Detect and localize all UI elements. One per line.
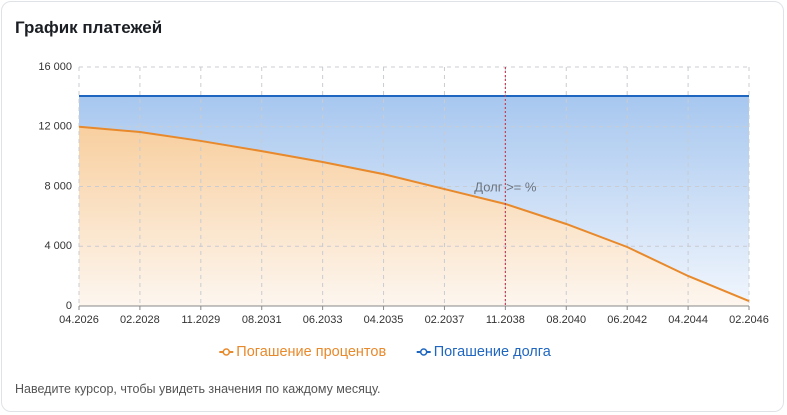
annotation-label: Долг >= % [474, 179, 537, 194]
x-tick-label: 04.2035 [364, 314, 404, 326]
card-title: График платежей [15, 18, 163, 37]
x-tick-label: 06.2042 [607, 314, 647, 326]
series-line [78, 125, 750, 302]
y-tick-label: 8 000 [44, 180, 72, 192]
legend-label: Погашение процентов [236, 344, 386, 360]
legend-marker [419, 348, 428, 356]
x-tick-label: 11.2029 [181, 314, 220, 326]
y-tick-label: 0 [66, 300, 72, 312]
legend-marker [222, 348, 231, 356]
x-tick-label: 08.2040 [546, 314, 586, 326]
x-tick-label: 04.2026 [59, 314, 99, 326]
area [79, 126, 749, 306]
x-tick-label: 02.2046 [729, 314, 769, 326]
x-tick-label: 02.2037 [425, 314, 465, 326]
y-tick-label: 12 000 [38, 121, 72, 133]
x-tick-label: 06.2033 [303, 314, 343, 326]
chart: 0 4 000 8 000 12 000 16 000 04.2026 02.2028 11.… [38, 61, 769, 360]
y-tick-label: 16 000 [38, 61, 72, 73]
x-tick-label: 04.2044 [668, 314, 708, 326]
hint: Наведите курсор, чтобы увидеть значения … [15, 382, 381, 396]
y-tick-label: 4 000 [44, 240, 72, 252]
legend-label: Погашение долга [434, 344, 552, 360]
x-tick-label: 02.2028 [120, 314, 160, 326]
x-tick-label: 11.2038 [486, 314, 525, 326]
x-tick-label: 08.2031 [242, 314, 282, 326]
